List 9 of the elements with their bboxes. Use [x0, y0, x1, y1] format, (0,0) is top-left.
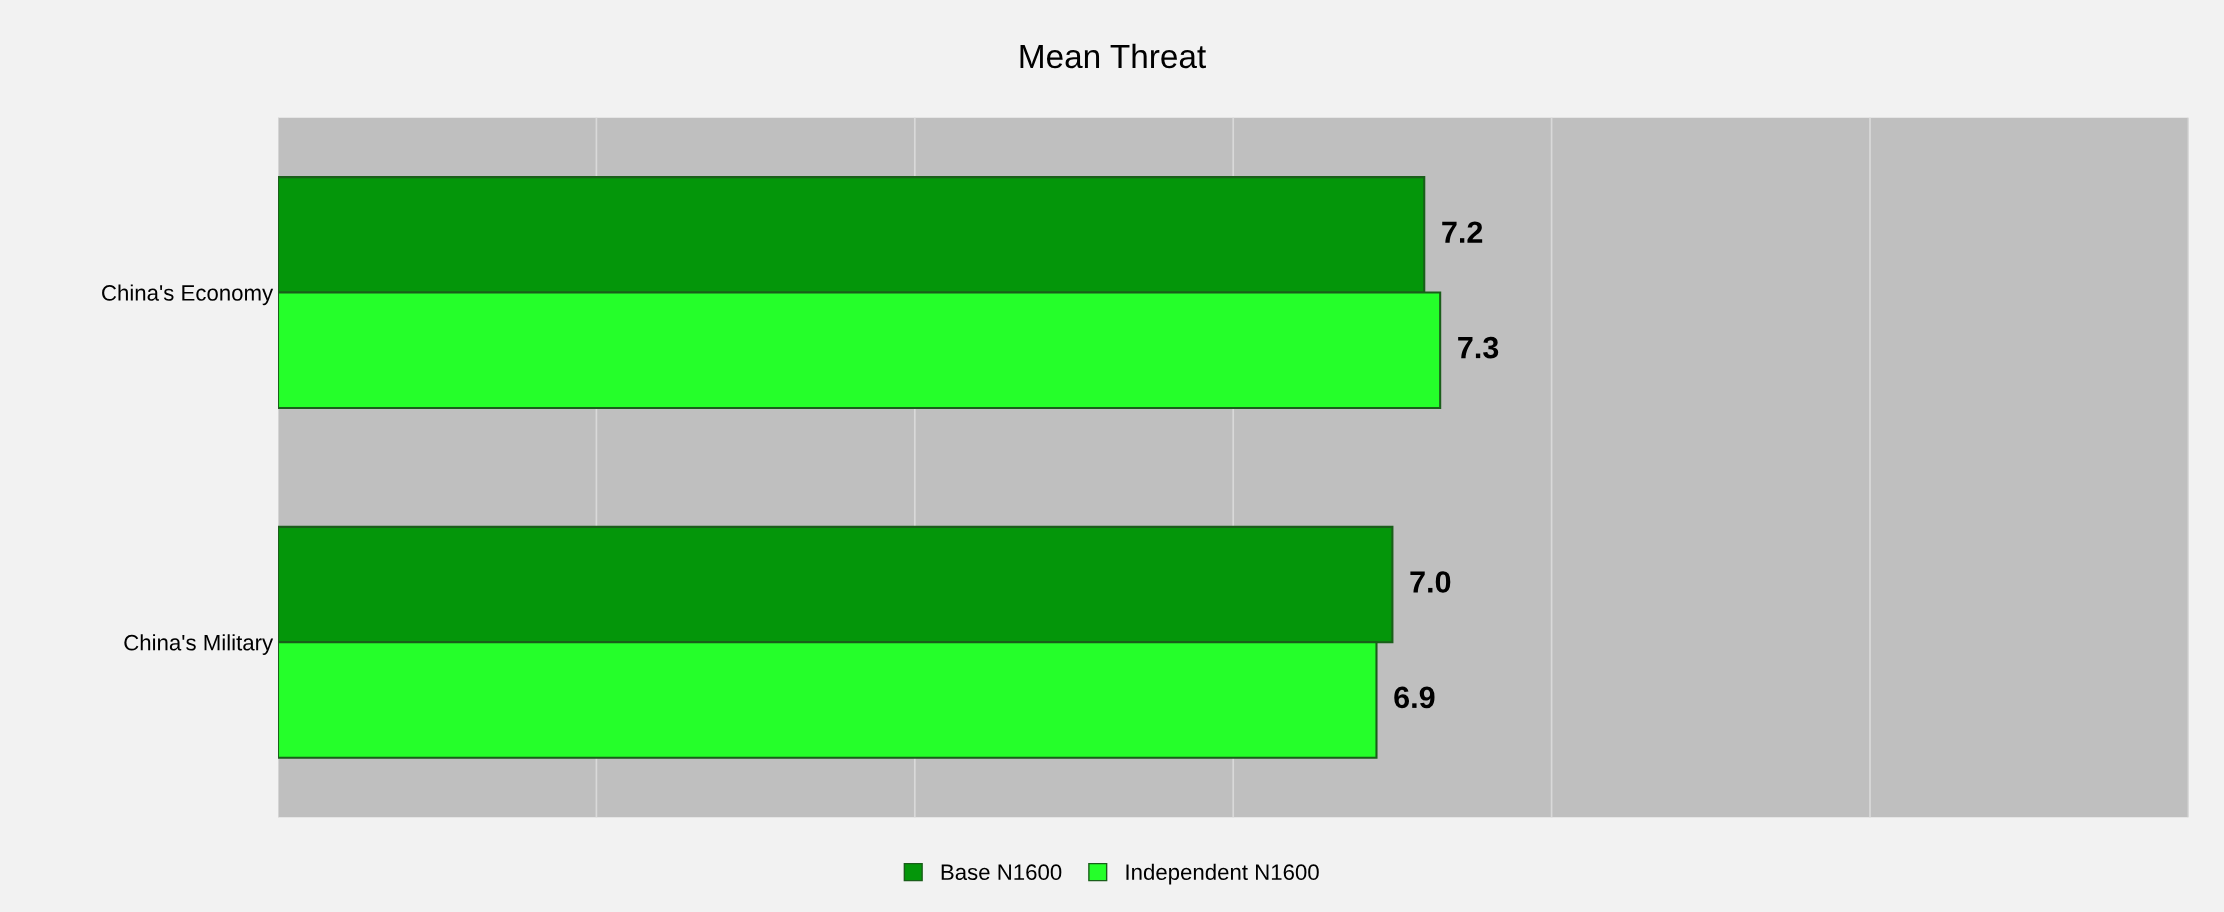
data-label: 7.2: [1442, 221, 1483, 243]
y-tick-label: China's Military: [124, 634, 274, 655]
data-label: 7.3: [1458, 336, 1499, 359]
legend-label: Independent N1600: [1126, 863, 1319, 885]
data-label: 7.0: [1410, 571, 1451, 593]
y-tick-label: China's Economy: [102, 284, 274, 306]
legend-label: Base N1600: [941, 864, 1062, 881]
data-label: 6.9: [1394, 686, 1435, 709]
chart-title: Mean Threat: [1020, 43, 1206, 69]
